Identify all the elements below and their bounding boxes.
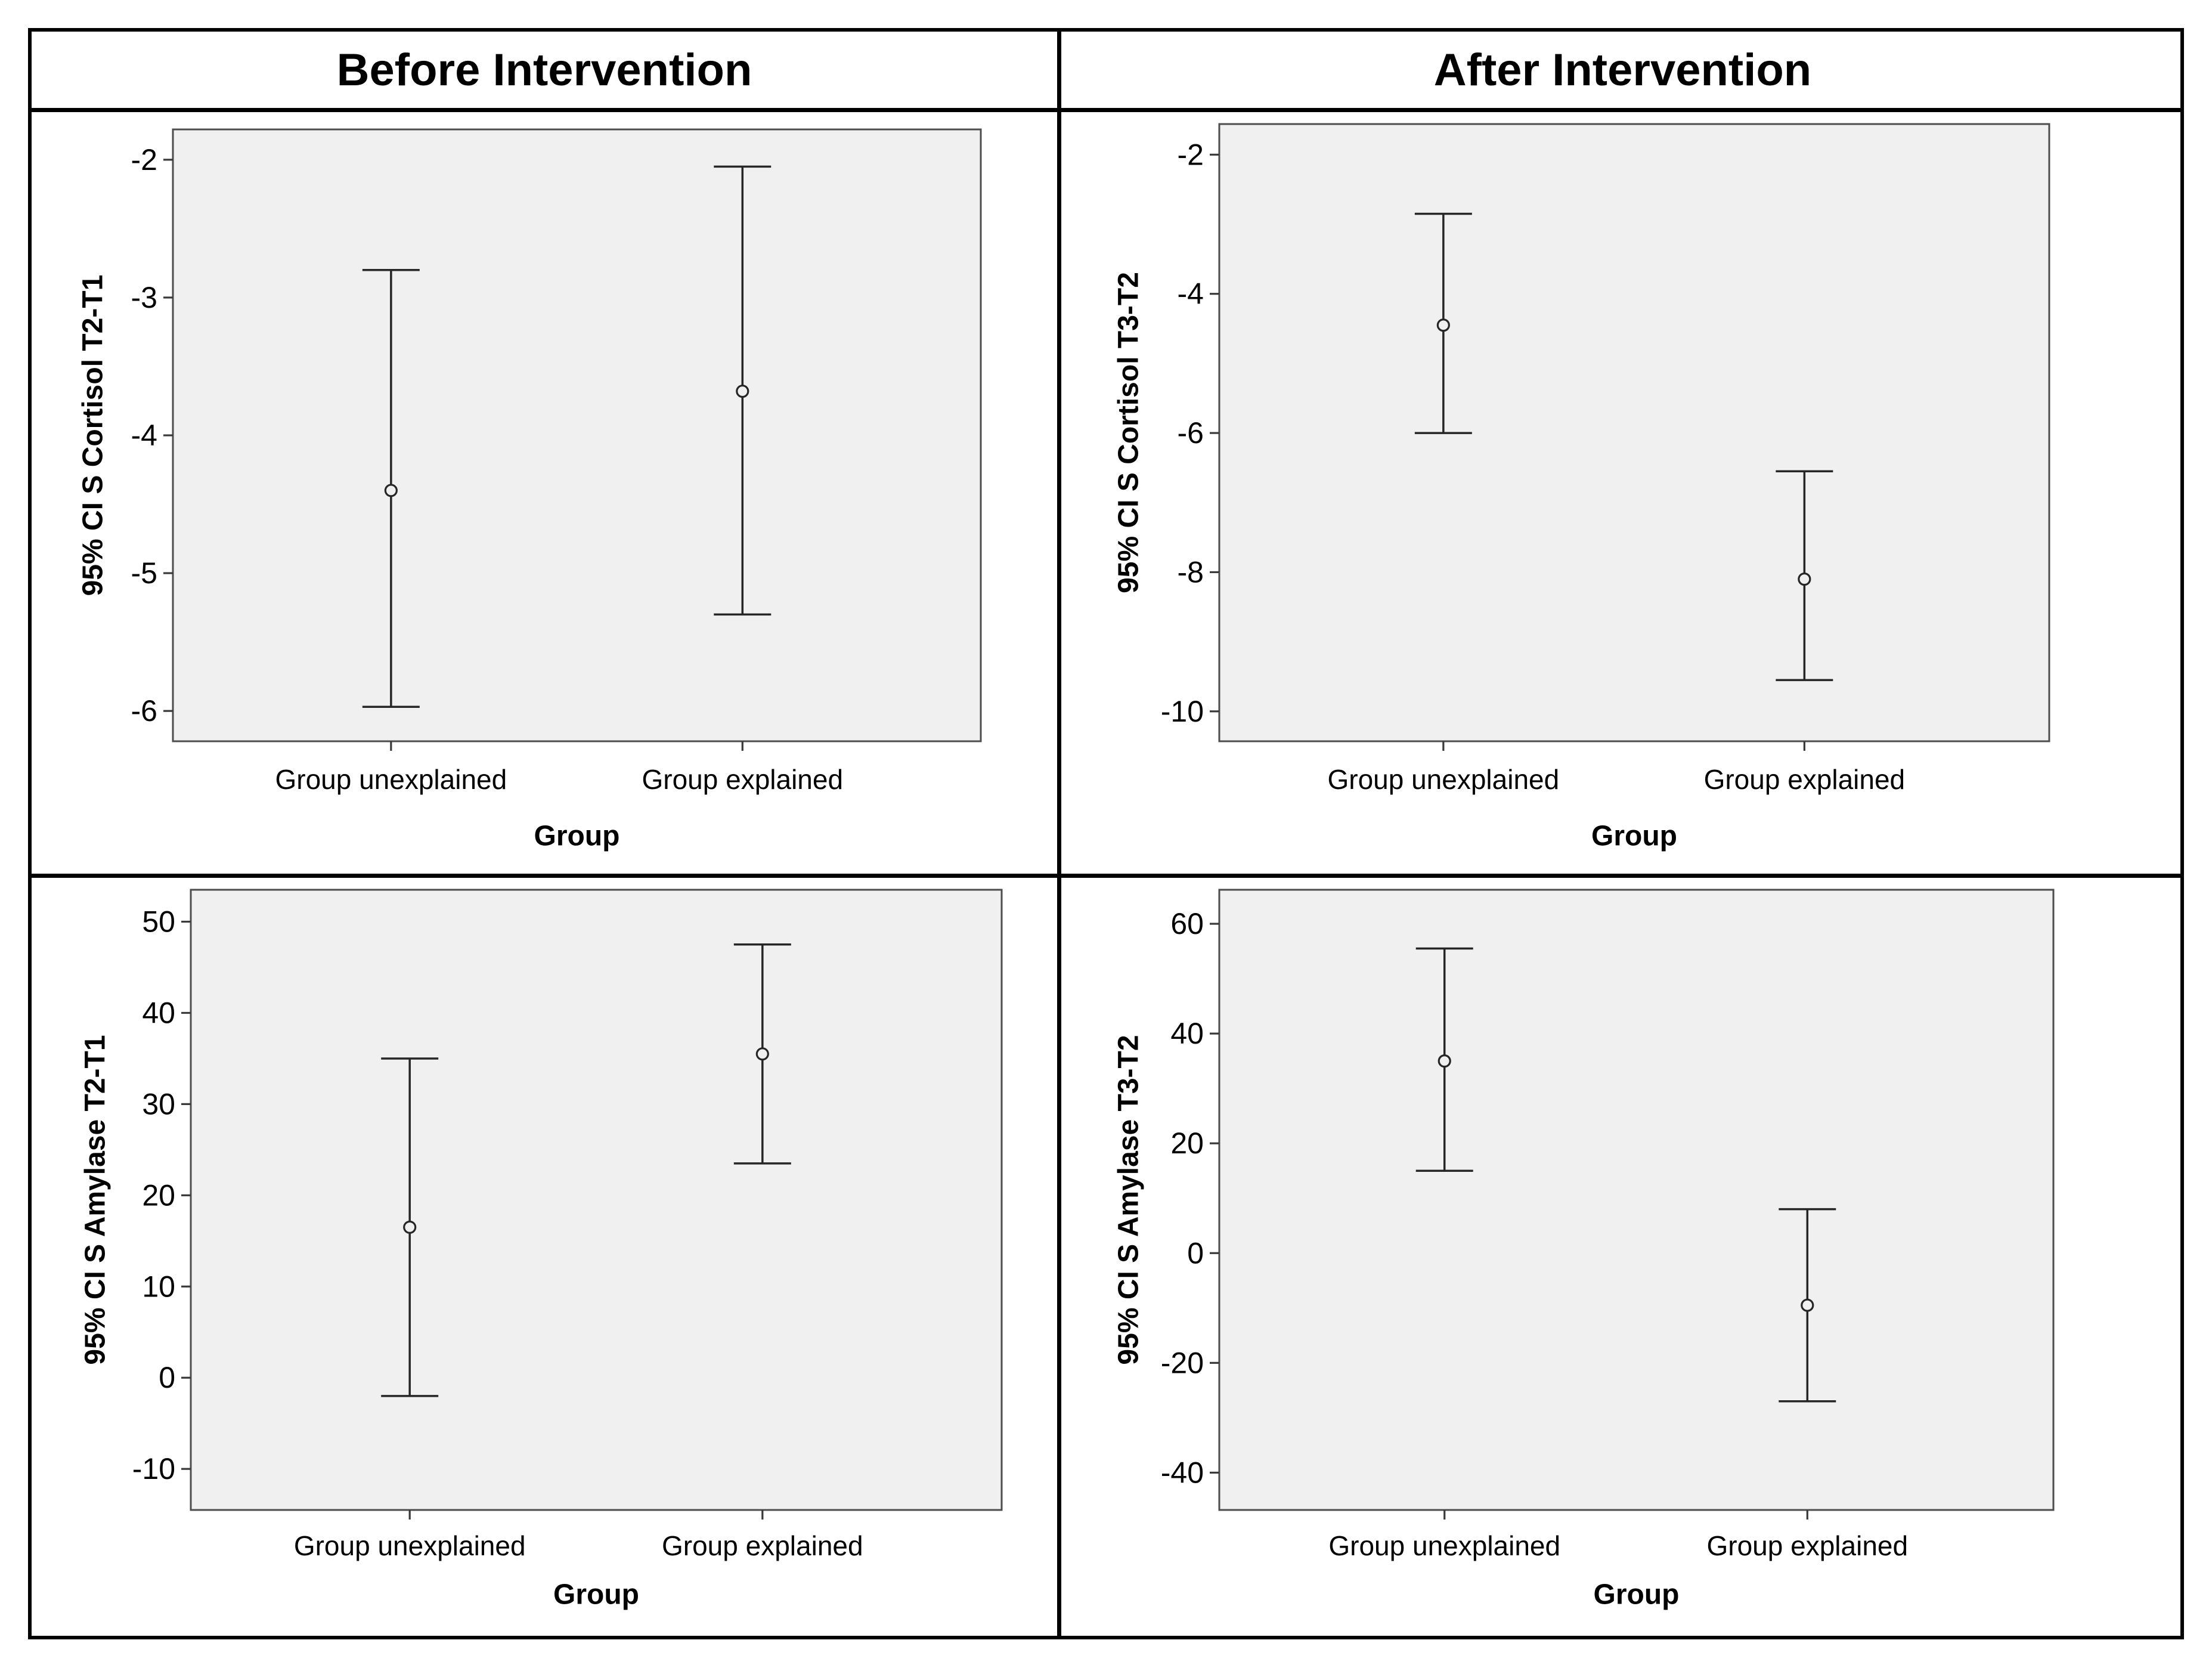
category-label: Group unexplained <box>294 1530 526 1561</box>
y-tick-label: 40 <box>1170 1017 1204 1050</box>
y-tick-label: -2 <box>131 143 157 177</box>
panel-header-after: After Intervention <box>1061 32 2184 108</box>
error-bar-unexplained <box>381 1057 439 1397</box>
y-tick-label: 10 <box>142 1270 175 1303</box>
y-axis-title: 95% CI S Amylase T3-T2 <box>1113 1035 1145 1364</box>
mean-marker <box>736 384 749 398</box>
x-axis-title: Group <box>1591 821 1677 852</box>
y-tick-label: 50 <box>142 905 175 939</box>
category-label: Group explained <box>1704 764 1906 795</box>
y-tick-label: -10 <box>1161 695 1204 728</box>
y-tick-label: -4 <box>1178 277 1204 311</box>
y-axis-title: 95% CI S Amylase T2-T1 <box>80 1035 111 1364</box>
mean-marker <box>755 1047 769 1061</box>
error-bar-unexplained <box>362 268 420 708</box>
error-bar-explained <box>1779 1208 1836 1403</box>
error-bars <box>381 943 791 1397</box>
mean-marker <box>1438 1054 1451 1068</box>
y-tick-label: 20 <box>1170 1127 1204 1160</box>
y-tick-label: -20 <box>1161 1346 1204 1379</box>
panel-header-after-label: After Intervention <box>1433 44 1812 95</box>
y-tick-label: -3 <box>131 281 157 314</box>
y-axis-title: 95% CI S Cortisol T2-T1 <box>78 275 109 596</box>
y-axis: 60 40 20 0 -20 -40 <box>1161 907 1219 1489</box>
error-bar-explained <box>714 165 772 616</box>
y-tick-label: -6 <box>131 694 157 728</box>
y-axis: -2 -4 -6 -8 -10 <box>1161 138 1219 728</box>
category-label: Group unexplained <box>275 764 507 795</box>
mean-marker <box>403 1220 417 1234</box>
mean-marker <box>1798 572 1811 586</box>
x-axis-title: Group <box>1594 1579 1680 1611</box>
y-axis-title: 95% CI S Cortisol T3-T2 <box>1113 272 1145 593</box>
y-tick-label: -40 <box>1161 1456 1204 1489</box>
y-tick-label: -5 <box>131 556 157 590</box>
y-tick-label: 0 <box>159 1361 175 1394</box>
y-tick-label: -4 <box>131 419 157 452</box>
y-tick-label: -10 <box>132 1452 175 1486</box>
mean-marker <box>1436 318 1450 332</box>
plot-area <box>1218 123 2050 742</box>
mean-marker <box>384 484 398 497</box>
panel-header-before: Before Intervention <box>32 32 1057 108</box>
header-divider-line <box>28 108 2184 112</box>
y-tick-label: 30 <box>142 1087 175 1121</box>
y-tick-label: -8 <box>1178 555 1204 589</box>
category-label: Group explained <box>1707 1530 1909 1561</box>
plot-area <box>190 889 1003 1511</box>
error-bar-unexplained <box>1415 947 1473 1172</box>
error-bars <box>1414 212 1833 682</box>
error-bars <box>1415 947 1836 1403</box>
error-bars <box>362 165 772 708</box>
error-bar-explained <box>1776 470 1833 682</box>
panel-header-before-label: Before Intervention <box>336 44 752 95</box>
error-bar-explained <box>733 943 791 1165</box>
mean-marker <box>1801 1298 1814 1312</box>
plot-area <box>172 128 982 742</box>
category-label: Group unexplained <box>1328 1530 1560 1561</box>
y-tick-label: -6 <box>1178 416 1204 450</box>
error-bar-unexplained <box>1414 212 1472 434</box>
x-axis-title: Group <box>534 821 620 852</box>
y-tick-label: 0 <box>1187 1236 1204 1270</box>
category-label: Group unexplained <box>1327 764 1559 795</box>
y-tick-label: 60 <box>1170 907 1204 940</box>
x-axis-title: Group <box>553 1579 639 1611</box>
y-tick-label: 20 <box>142 1178 175 1212</box>
y-tick-label: 40 <box>142 996 175 1029</box>
y-axis: 50 40 30 20 10 0 -10 <box>132 905 191 1486</box>
category-label: Group explained <box>642 764 843 795</box>
plot-area <box>1218 889 2055 1511</box>
y-tick-label: -2 <box>1178 138 1204 171</box>
y-axis: -2 -3 -4 -5 -6 <box>131 143 173 728</box>
column-divider-line <box>1057 28 1061 1639</box>
category-label: Group explained <box>662 1530 863 1561</box>
table-outer-border <box>28 28 2184 1639</box>
row-divider-line <box>28 874 2184 878</box>
